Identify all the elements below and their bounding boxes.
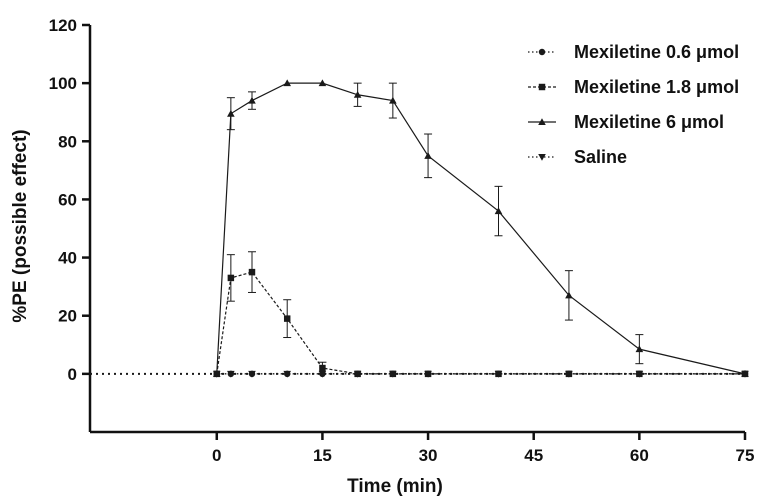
data-point [227,274,235,282]
series-layer [212,79,749,378]
data-point [635,345,644,353]
x-tick-label: 45 [524,446,543,465]
data-point [494,207,503,215]
series-line [216,82,746,375]
series-3 [212,370,749,378]
data-point [635,370,644,378]
legend: Mexiletine 0.6 μmol Mexiletine 1.8 μmol Me… [528,42,739,167]
x-tick-label: 30 [419,446,438,465]
data-point [494,370,503,378]
x-axis-title: Time (min) [347,476,443,497]
legend-marker [538,153,546,161]
x-tick-label: 0 [212,446,221,465]
data-point [389,370,397,378]
data-point [283,370,292,378]
data-point [248,268,256,276]
x-tick-label: 75 [736,446,755,465]
legend-marker [538,48,546,56]
series-1 [213,251,749,378]
legend-item: Mexiletine 0.6 μmol [528,42,739,62]
y-tick-label: 100 [49,74,77,93]
data-point [319,364,326,372]
series-line [216,271,745,375]
legend-marker [538,118,546,126]
legend-label: Mexiletine 0.6 μmol [574,42,739,62]
data-point [353,370,362,378]
legend-label: Mexiletine 1.8 μmol [574,77,739,97]
x-tick-label: 15 [313,446,332,465]
data-point [212,370,221,378]
y-tick-label: 40 [58,249,77,268]
data-point [227,370,235,378]
data-point [283,79,292,87]
legend-item: Mexiletine 1.8 μmol [528,77,739,97]
y-tick-label: 120 [49,16,77,35]
x-tick-label: 60 [630,446,649,465]
legend-item: Mexiletine 6 μmol [528,112,724,132]
y-tick-label: 60 [58,190,77,209]
data-point [424,152,432,159]
data-point [248,96,256,104]
y-tick-label: 0 [68,365,77,384]
data-point [741,370,749,378]
series-2 [212,79,749,377]
data-point [565,370,573,378]
y-tick-label: 20 [58,307,77,326]
data-point [318,79,327,87]
data-point [424,370,432,378]
data-point [283,315,291,322]
legend-label: Mexiletine 6 μmol [574,112,724,132]
y-axis-title: %PE (possible effect) [10,129,31,322]
data-point [318,370,327,378]
axes [88,25,745,434]
axis-ticks: 0 20 40 60 80 100 120 0 15 30 45 60 75 [49,16,755,465]
data-point [353,90,362,98]
y-tick-label: 80 [58,132,77,151]
legend-item: Saline [528,147,627,167]
data-point [227,109,235,117]
data-point [389,96,397,104]
legend-marker [538,83,546,91]
data-point [248,370,256,378]
data-point [565,291,573,299]
legend-label: Saline [574,147,627,167]
